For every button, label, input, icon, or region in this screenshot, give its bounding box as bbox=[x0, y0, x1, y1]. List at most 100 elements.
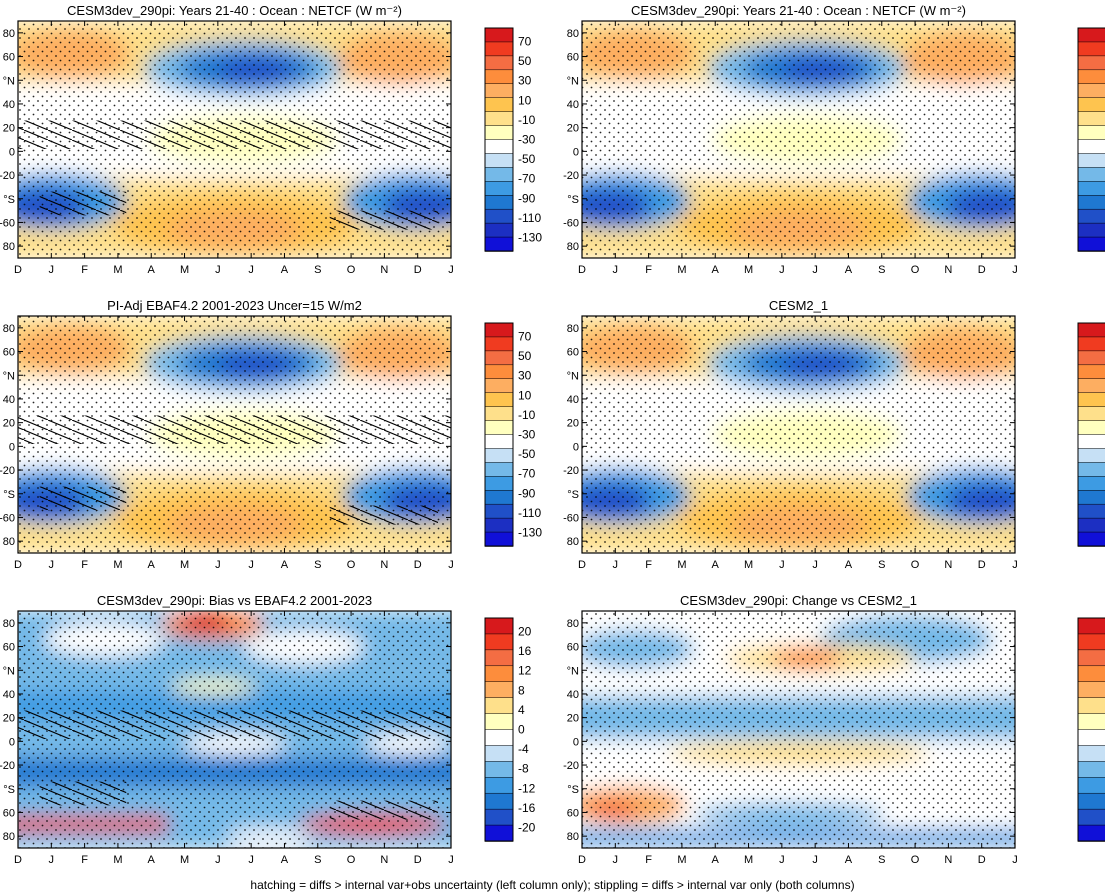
y-tick-label: 60 bbox=[3, 347, 15, 359]
x-tick-label: D bbox=[578, 559, 586, 571]
y-tick-label: 40 bbox=[567, 689, 579, 701]
colorbar-label: 20 bbox=[518, 624, 532, 638]
colorbar-label: -8 bbox=[518, 762, 529, 776]
colorbar-swatch bbox=[1077, 236, 1105, 252]
colorbar-label: -110 bbox=[518, 211, 541, 225]
y-tick-label: -60 bbox=[0, 217, 15, 229]
colorbar-label: -20 bbox=[518, 821, 536, 835]
x-tick-label: J bbox=[248, 264, 254, 276]
colorbar-swatch bbox=[484, 236, 514, 252]
x-tick-label: J bbox=[49, 854, 55, 866]
x-tick-label: D bbox=[414, 854, 422, 866]
colorbar-swatch bbox=[1077, 167, 1105, 183]
colorbar-swatch bbox=[484, 503, 514, 519]
y-tick-label: 80 bbox=[3, 536, 15, 548]
x-tick-label: N bbox=[944, 264, 952, 276]
colorbar-label: -90 bbox=[518, 191, 536, 205]
x-tick-label: D bbox=[578, 264, 586, 276]
contour-field bbox=[582, 21, 1015, 258]
y-tick-label: 40 bbox=[3, 99, 15, 111]
plot-frame bbox=[17, 610, 452, 849]
x-tick-label: N bbox=[380, 264, 388, 276]
colorbar-swatch bbox=[1077, 322, 1105, 338]
x-tick-label: J bbox=[248, 854, 254, 866]
colorbar-swatch bbox=[1077, 633, 1105, 651]
colorbar-label: 0 bbox=[518, 723, 525, 737]
y-tick-label: 20 bbox=[567, 123, 579, 135]
colorbar-swatch bbox=[1077, 517, 1105, 533]
chart-title: CESM2_1 bbox=[769, 298, 828, 313]
colorbar-swatch bbox=[484, 167, 514, 183]
hatching-overlay bbox=[329, 210, 439, 230]
stippling-overlay bbox=[582, 611, 1015, 848]
x-tick-label: M bbox=[113, 559, 122, 571]
colorbar-label: 30 bbox=[518, 74, 532, 88]
colorbar-label: 10 bbox=[518, 93, 532, 107]
colorbar-swatch bbox=[1077, 462, 1105, 478]
x-tick-label: A bbox=[148, 854, 156, 866]
x-tick-label: J bbox=[1012, 264, 1018, 276]
y-tick-label: 80 bbox=[567, 618, 579, 630]
colorbar-label: -12 bbox=[518, 781, 536, 795]
colorbar-swatch bbox=[1077, 97, 1105, 113]
colorbar-swatch bbox=[1077, 153, 1105, 169]
y-tick-label: 60 bbox=[567, 347, 579, 359]
x-tick-label: A bbox=[281, 559, 289, 571]
x-tick-label: A bbox=[712, 854, 720, 866]
colorbar-label: -50 bbox=[518, 152, 536, 166]
y-tick-label: -60 bbox=[0, 512, 15, 524]
x-tick-label: J bbox=[613, 854, 619, 866]
y-tick-label: 20 bbox=[3, 123, 15, 135]
y-tick-label: 60 bbox=[567, 807, 579, 819]
colorbar-swatch bbox=[484, 208, 514, 224]
y-tick-label: °S bbox=[567, 784, 579, 796]
y-tick-label: 80 bbox=[3, 28, 15, 40]
x-tick-label: J bbox=[1012, 854, 1018, 866]
contour-field bbox=[18, 316, 451, 553]
colorbar-swatch bbox=[1077, 434, 1105, 450]
colorbar-swatch bbox=[484, 378, 514, 394]
stippling-overlay bbox=[582, 316, 1015, 553]
hatching-overlay bbox=[329, 800, 439, 820]
colorbar-swatch bbox=[484, 69, 514, 85]
colorbar-swatch bbox=[1077, 761, 1105, 779]
chart-title: CESM3dev_290pi: Bias vs EBAF4.2 2001-202… bbox=[97, 593, 372, 608]
colorbar-swatch bbox=[1077, 665, 1105, 683]
chart-panel-3: PI-Adj EBAF4.2 2001-2023 Uncer=15 W/m2 D J… bbox=[0, 298, 542, 571]
colorbar-swatch bbox=[1077, 420, 1105, 436]
colorbar-swatch bbox=[1077, 476, 1105, 491]
colorbar-swatch bbox=[1077, 808, 1105, 826]
y-tick-label: 0 bbox=[573, 146, 579, 158]
colorbar-swatch bbox=[484, 792, 514, 810]
x-tick-label: J bbox=[812, 559, 818, 571]
x-tick-label: M bbox=[744, 854, 753, 866]
x-tick-label: M bbox=[180, 264, 189, 276]
colorbar-swatch bbox=[1077, 490, 1105, 505]
x-tick-label: A bbox=[281, 854, 289, 866]
plot-frame bbox=[17, 315, 452, 554]
x-tick-label: A bbox=[845, 854, 853, 866]
x-tick-label: O bbox=[911, 854, 920, 866]
y-tick-label: 40 bbox=[3, 394, 15, 406]
y-tick-label: -20 bbox=[563, 760, 579, 772]
x-tick-label: J bbox=[49, 264, 55, 276]
colorbar-swatch bbox=[484, 697, 514, 715]
colorbar-label: -130 bbox=[518, 526, 542, 540]
colorbar-swatch bbox=[484, 462, 514, 478]
x-tick-label: O bbox=[347, 264, 356, 276]
contour-field bbox=[582, 611, 1015, 848]
colorbar-swatch bbox=[484, 808, 514, 826]
hatching-overlay bbox=[39, 781, 127, 806]
hatching-overlay bbox=[39, 191, 127, 216]
x-tick-label: N bbox=[380, 854, 388, 866]
x-tick-label: J bbox=[1012, 559, 1018, 571]
chart-title: CESM3dev_290pi: Change vs CESM2_1 bbox=[680, 593, 917, 608]
x-tick-label: J bbox=[49, 559, 55, 571]
chart-panel-5: CESM3dev_290pi: Bias vs EBAF4.2 2001-202… bbox=[0, 593, 536, 866]
x-tick-label: F bbox=[645, 854, 652, 866]
y-tick-label: 80 bbox=[567, 323, 579, 335]
x-tick-label: A bbox=[845, 264, 853, 276]
figure-footnote: hatching = diffs > internal var+obs unce… bbox=[250, 878, 855, 892]
y-tick-label: 80 bbox=[567, 28, 579, 40]
x-tick-label: J bbox=[248, 559, 254, 571]
